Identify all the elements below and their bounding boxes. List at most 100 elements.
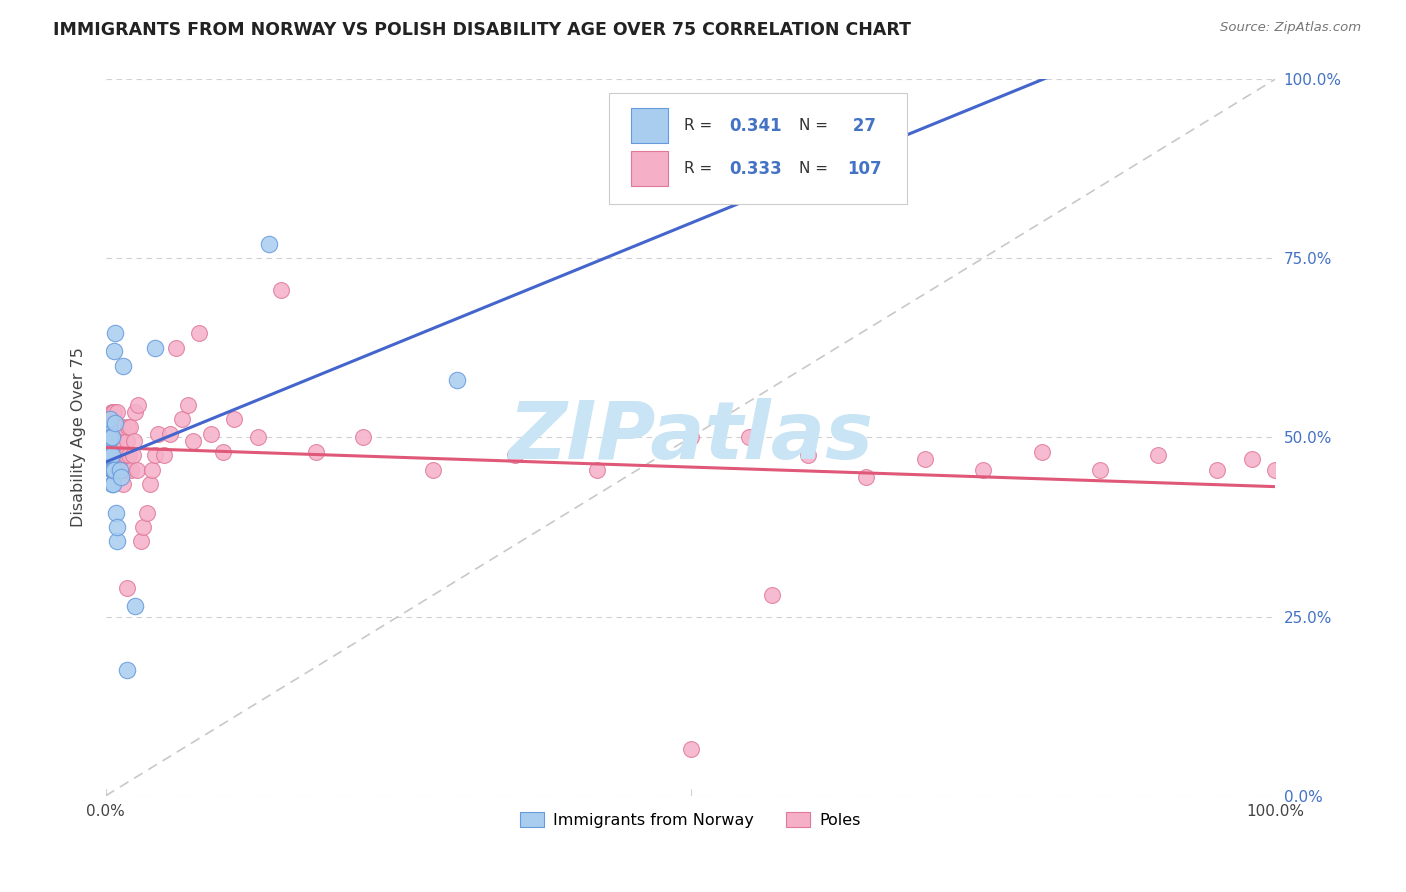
Point	[110, 470, 132, 484]
Point	[112, 359, 135, 373]
Point	[165, 341, 187, 355]
Point	[422, 462, 444, 476]
Point	[170, 412, 193, 426]
Point	[103, 462, 125, 476]
Point	[159, 426, 181, 441]
Point	[100, 448, 122, 462]
Point	[104, 448, 127, 462]
Point	[112, 448, 135, 462]
Point	[153, 448, 176, 462]
Point	[105, 434, 128, 448]
Point	[100, 419, 122, 434]
Point	[107, 448, 129, 462]
Point	[100, 462, 122, 476]
Point	[104, 416, 127, 430]
Point	[103, 344, 125, 359]
Point	[103, 405, 125, 419]
Point	[148, 426, 170, 441]
Point	[101, 434, 124, 448]
Point	[129, 534, 152, 549]
Point	[679, 430, 702, 444]
Point	[1206, 462, 1229, 476]
Point	[103, 419, 125, 434]
Point	[97, 451, 120, 466]
Point	[108, 434, 131, 448]
Point	[98, 423, 121, 437]
FancyBboxPatch shape	[631, 152, 668, 186]
Text: R =: R =	[683, 118, 717, 133]
Text: 27: 27	[848, 117, 876, 135]
Point	[98, 451, 121, 466]
Point	[112, 462, 135, 476]
Point	[112, 419, 135, 434]
Point	[1031, 444, 1053, 458]
Point	[104, 434, 127, 448]
Point	[100, 405, 122, 419]
Point	[188, 326, 211, 341]
Point	[97, 448, 120, 462]
Point	[118, 448, 141, 462]
Text: IMMIGRANTS FROM NORWAY VS POLISH DISABILITY AGE OVER 75 CORRELATION CHART: IMMIGRANTS FROM NORWAY VS POLISH DISABIL…	[53, 21, 911, 39]
Text: N =: N =	[800, 118, 834, 133]
Point	[98, 444, 121, 458]
Point	[305, 444, 328, 458]
Point	[110, 462, 132, 476]
Point	[98, 448, 121, 462]
Point	[98, 409, 121, 423]
Point	[100, 448, 122, 462]
Point	[101, 419, 124, 434]
Point	[105, 448, 128, 462]
Point	[105, 434, 128, 448]
Text: 107: 107	[848, 160, 882, 178]
Point	[98, 416, 121, 430]
Point	[103, 448, 125, 462]
Text: 0.333: 0.333	[730, 160, 782, 178]
Point	[1088, 462, 1111, 476]
Point	[98, 458, 121, 473]
Point	[914, 451, 936, 466]
Point	[100, 430, 122, 444]
Point	[139, 477, 162, 491]
Point	[127, 462, 149, 476]
Text: Source: ZipAtlas.com: Source: ZipAtlas.com	[1220, 21, 1361, 35]
Point	[101, 477, 124, 491]
Point	[1147, 448, 1170, 462]
Point	[104, 462, 127, 476]
Point	[98, 409, 121, 423]
Point	[105, 534, 128, 549]
Point	[224, 412, 246, 426]
Point	[101, 405, 124, 419]
Point	[97, 423, 120, 437]
FancyBboxPatch shape	[631, 108, 668, 143]
Point	[143, 448, 166, 462]
Point	[101, 462, 124, 476]
Point	[98, 419, 121, 434]
Point	[98, 430, 121, 444]
Point	[796, 448, 818, 462]
Point	[586, 462, 609, 476]
Point	[112, 477, 135, 491]
Legend: Immigrants from Norway, Poles: Immigrants from Norway, Poles	[513, 806, 868, 834]
Text: R =: R =	[683, 161, 717, 176]
Point	[679, 742, 702, 756]
Point	[270, 284, 292, 298]
Point	[446, 373, 468, 387]
Point	[120, 462, 142, 476]
Point	[122, 434, 145, 448]
Point	[200, 426, 222, 441]
Point	[246, 430, 269, 444]
Point	[121, 448, 143, 462]
Point	[100, 462, 122, 476]
Point	[98, 437, 121, 451]
Point	[117, 419, 139, 434]
Point	[105, 506, 128, 520]
Point	[114, 448, 136, 462]
Point	[104, 419, 127, 434]
Point	[132, 520, 155, 534]
Point	[855, 470, 877, 484]
Point	[98, 430, 121, 444]
Y-axis label: Disability Age Over 75: Disability Age Over 75	[72, 347, 86, 527]
Point	[761, 588, 783, 602]
Point	[1241, 451, 1264, 466]
Point	[101, 448, 124, 462]
